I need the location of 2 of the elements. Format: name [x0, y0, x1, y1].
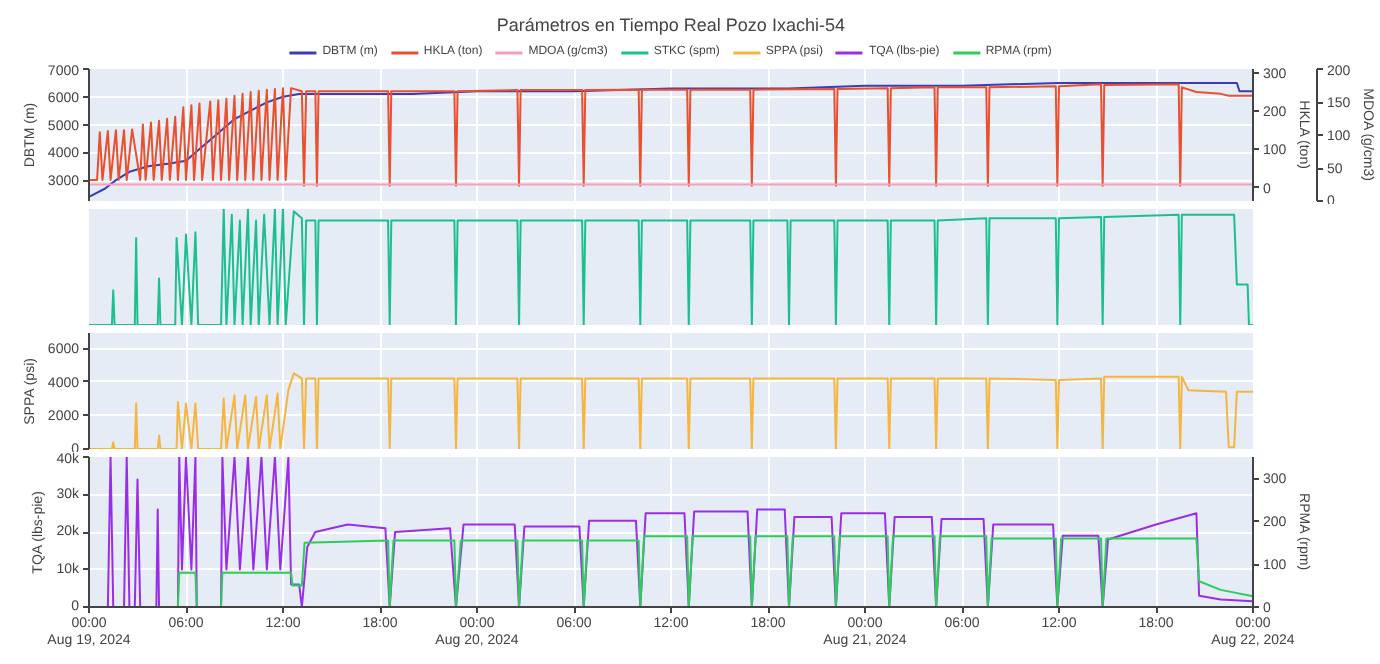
- line-series: [89, 372, 1253, 449]
- chart-title: Parámetros en Tiempo Real Pozo Ixachi-54: [496, 15, 845, 35]
